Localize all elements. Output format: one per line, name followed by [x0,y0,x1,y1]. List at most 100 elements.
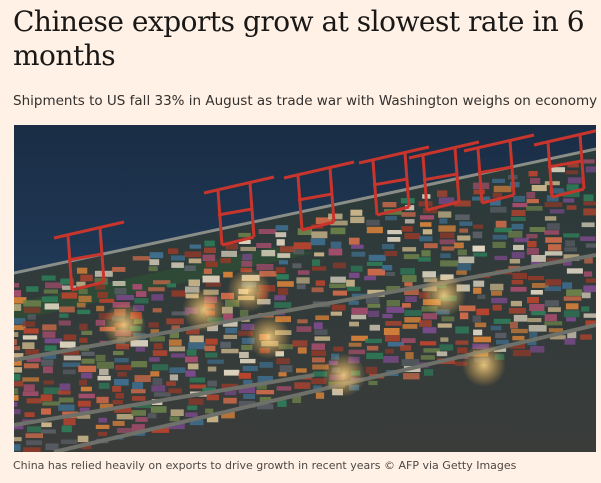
container-block [243,393,255,399]
container-block [14,395,19,401]
container-block [114,288,127,295]
container-block [185,286,200,293]
container-block [585,278,596,283]
container-block [202,254,216,262]
container-block [565,303,579,310]
container-block [422,229,433,235]
container-block [135,417,148,422]
container-block [115,365,132,371]
container-block [402,275,417,282]
container-block [25,433,43,438]
container-block [40,429,56,434]
container-block [439,239,456,245]
container-block [565,170,579,175]
container-block [315,217,332,224]
container-block [310,238,326,246]
container-block [189,377,206,383]
container-block [23,300,42,307]
container-block [207,366,217,372]
container-block [441,246,455,251]
container-block [583,271,593,277]
container-block [368,254,386,261]
container-block [22,342,35,349]
container-block [563,310,580,318]
container-block [25,349,39,355]
container-block [14,409,21,415]
container-block [23,363,39,369]
container-block [549,209,565,214]
container-block [14,444,21,451]
container-block [257,376,273,383]
container-block [382,265,393,271]
container-block [549,167,565,173]
container-block [14,283,20,288]
container-block [531,311,546,316]
container-block [311,287,324,293]
container-block [405,205,415,211]
container-block [26,398,42,404]
container-block [239,309,249,317]
container-block [531,185,547,192]
container-block [292,396,302,403]
container-block [169,416,180,422]
container-block [457,235,471,241]
container-block [62,362,81,367]
light-glow [322,353,366,397]
container-block [563,261,572,266]
container-block [348,349,366,355]
container-block [472,245,485,252]
container-block [277,253,291,258]
container-block [187,342,206,350]
container-block [238,232,251,238]
container-block [440,232,455,239]
container-block [61,425,72,433]
container-block [565,240,575,247]
container-block [404,310,422,316]
container-block [421,250,431,257]
container-block [95,424,110,429]
container-block [131,389,146,394]
container-block [441,316,455,322]
container-block [312,371,328,377]
container-block [170,353,185,358]
container-block [276,358,291,364]
container-block [366,345,379,351]
container-block [134,298,149,304]
container-block [96,305,105,312]
container-block [131,424,145,431]
container-block [400,345,412,351]
container-block [77,309,91,315]
container-block [148,322,159,328]
container-block [512,272,527,280]
container-block [112,281,126,286]
container-block [292,340,308,347]
container-block [473,252,488,257]
container-block [495,220,507,228]
container-block [14,318,26,325]
container-block [277,288,289,295]
container-block [95,319,106,326]
container-block [166,318,184,325]
container-block [14,374,21,381]
container-block [529,332,538,338]
container-block [185,412,198,417]
container-block [78,365,97,373]
container-block [459,305,476,312]
light-glow [102,303,146,347]
container-block [513,195,526,202]
container-block [223,397,237,404]
container-block [311,350,327,356]
container-block [549,335,566,340]
container-block [386,307,405,313]
container-block [239,351,249,358]
container-block [436,351,448,357]
container-block [133,305,145,312]
container-block [275,232,287,238]
container-block [170,409,184,416]
container-block [508,307,526,314]
container-block [530,346,545,353]
container-block [419,215,435,220]
container-block [279,365,293,373]
container-block [243,379,253,385]
container-block [347,286,361,292]
